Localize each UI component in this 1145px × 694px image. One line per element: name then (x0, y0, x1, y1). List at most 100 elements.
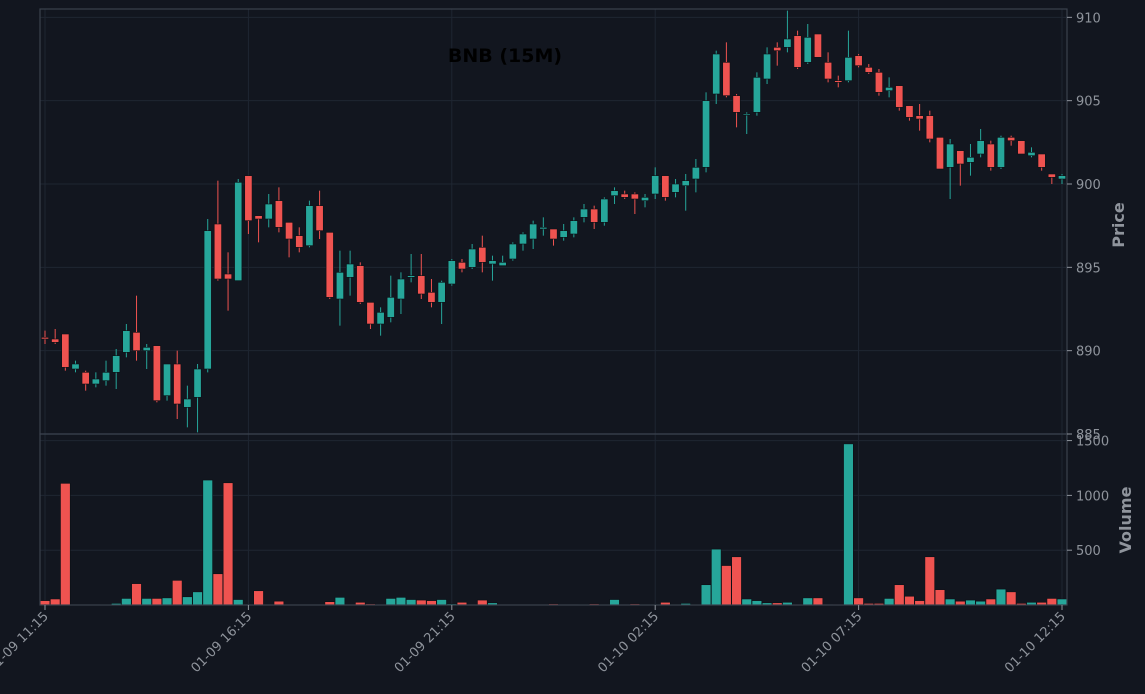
candle-body (1058, 175, 1066, 180)
volume-panel-frame (39, 433, 1068, 606)
candle-body (529, 223, 538, 240)
volume-bar (405, 599, 417, 606)
candle-body (274, 200, 283, 228)
volume-bar (609, 599, 620, 606)
candle-body (702, 100, 711, 168)
volume-bar (182, 596, 193, 606)
volume-bar (741, 598, 752, 606)
candle-body (874, 72, 883, 93)
candle-body (305, 205, 314, 246)
candle-body (722, 62, 731, 96)
candle-body (163, 363, 172, 396)
price-axis-label: Price (1109, 202, 1128, 248)
volume-bar (334, 597, 346, 606)
candle-body (752, 77, 761, 113)
candle-body (732, 95, 741, 113)
volume-y-tick-label: 1000 (1076, 489, 1109, 504)
candle-body (132, 332, 141, 351)
volume-bar (395, 597, 407, 606)
volume-bar (731, 556, 742, 606)
candle-body (905, 105, 914, 118)
volume-bar (995, 588, 1007, 606)
candle-body (895, 85, 904, 108)
volume-bar (436, 599, 447, 606)
candle-body (112, 355, 121, 373)
candle-body (1047, 173, 1056, 178)
candle-body (234, 182, 243, 281)
candle-body (102, 372, 110, 381)
volume-bar (426, 600, 437, 606)
candle-body (691, 167, 700, 180)
candle-body (641, 197, 649, 201)
price-y-tick-label: 905 (1076, 95, 1101, 110)
candle-body (976, 140, 985, 155)
candle-body (386, 297, 395, 318)
candle-body (651, 175, 660, 195)
candle-body (925, 115, 934, 140)
candle-body (559, 230, 568, 238)
candle-body (681, 180, 690, 186)
candle-body (519, 233, 527, 245)
volume-bar (39, 600, 51, 606)
candle-body (580, 208, 588, 218)
volume-bar (914, 600, 925, 606)
candle-body (285, 222, 294, 240)
candle-body (712, 53, 721, 95)
volume-bar (49, 598, 61, 606)
candle-body (844, 57, 853, 81)
candle-body (956, 150, 965, 165)
volume-bar (721, 565, 732, 606)
volume-bar (700, 584, 712, 606)
candle-body (91, 378, 100, 385)
candle-body (142, 347, 151, 351)
candle-body (122, 330, 131, 353)
volume-bars (39, 443, 1068, 606)
candle-body (803, 37, 812, 63)
volume-bar (843, 443, 854, 606)
volume-bar (121, 598, 132, 606)
candle-body (661, 175, 670, 198)
candle-body (51, 338, 60, 343)
candle-body (295, 235, 304, 248)
volume-bar (883, 598, 895, 606)
candle-body (508, 243, 517, 260)
candle-body (610, 190, 619, 196)
candle-body (997, 137, 1005, 168)
candle-body (224, 273, 233, 280)
price-y-tick-label: 885 (1076, 428, 1101, 443)
price-y-axis: 885 890 895 900 905 910 (1067, 11, 1101, 443)
candle-body (915, 115, 924, 120)
candle-body (193, 368, 202, 398)
candle-body (427, 292, 436, 303)
candle-body (356, 265, 365, 303)
candle-body (549, 228, 558, 240)
candle-body (447, 260, 456, 285)
candle-body (600, 198, 609, 223)
candle-body (671, 183, 680, 193)
candle-body (315, 205, 324, 231)
volume-y-tick-label: 500 (1076, 544, 1101, 559)
candle-body (244, 175, 253, 221)
candle-body (864, 67, 873, 73)
candle-body (824, 62, 833, 80)
candle-body (417, 275, 426, 295)
candle-body (468, 248, 477, 268)
candle-body (81, 372, 90, 385)
candle-body (366, 302, 375, 325)
candle-body (488, 260, 497, 265)
price-candles (41, 10, 1066, 433)
candle-body (569, 220, 578, 235)
volume-bar (985, 598, 996, 606)
candle-body (396, 278, 405, 300)
volume-y-axis: 500 1000 1500 (1067, 435, 1109, 559)
volume-bar (141, 598, 152, 606)
candle-body (620, 193, 629, 198)
volume-bar (233, 599, 244, 606)
volume-bar (416, 599, 427, 606)
candle-body (763, 53, 772, 80)
candle-body (539, 227, 548, 230)
candle-body (1027, 152, 1036, 156)
candle-body (783, 38, 792, 48)
